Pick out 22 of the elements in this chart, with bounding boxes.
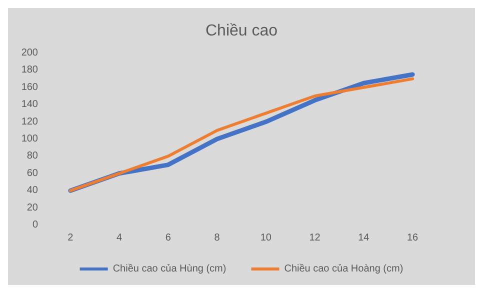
- chart-title: Chiều cao: [205, 22, 278, 40]
- legend-label: Chiều cao của Hùng (cm): [112, 264, 226, 274]
- x-tick-label: 10: [260, 232, 272, 244]
- y-tick-label: 100: [21, 134, 38, 144]
- y-tick-label: 120: [21, 116, 38, 128]
- x-tick-label: 14: [358, 232, 370, 244]
- x-tick-label: 12: [309, 232, 321, 244]
- x-tick-label: 6: [165, 232, 172, 244]
- x-tick-label: 4: [116, 232, 123, 244]
- y-tick-label: 200: [21, 48, 38, 58]
- y-tick-label: 40: [26, 185, 38, 196]
- x-tick-label: 2: [68, 232, 74, 244]
- legend-label: Chiều cao của Hoàng (cm): [284, 264, 404, 274]
- y-tick-label: 0: [32, 220, 38, 230]
- y-tick-label: 60: [26, 168, 38, 179]
- x-tick-label: 16: [407, 232, 419, 244]
- y-tick-label: 180: [21, 64, 38, 76]
- y-tick-label: 160: [21, 82, 38, 93]
- x-tick-label: 8: [214, 232, 220, 244]
- y-tick-label: 80: [26, 150, 38, 162]
- y-tick-label: 20: [26, 202, 38, 214]
- y-tick-label: 140: [21, 99, 38, 110]
